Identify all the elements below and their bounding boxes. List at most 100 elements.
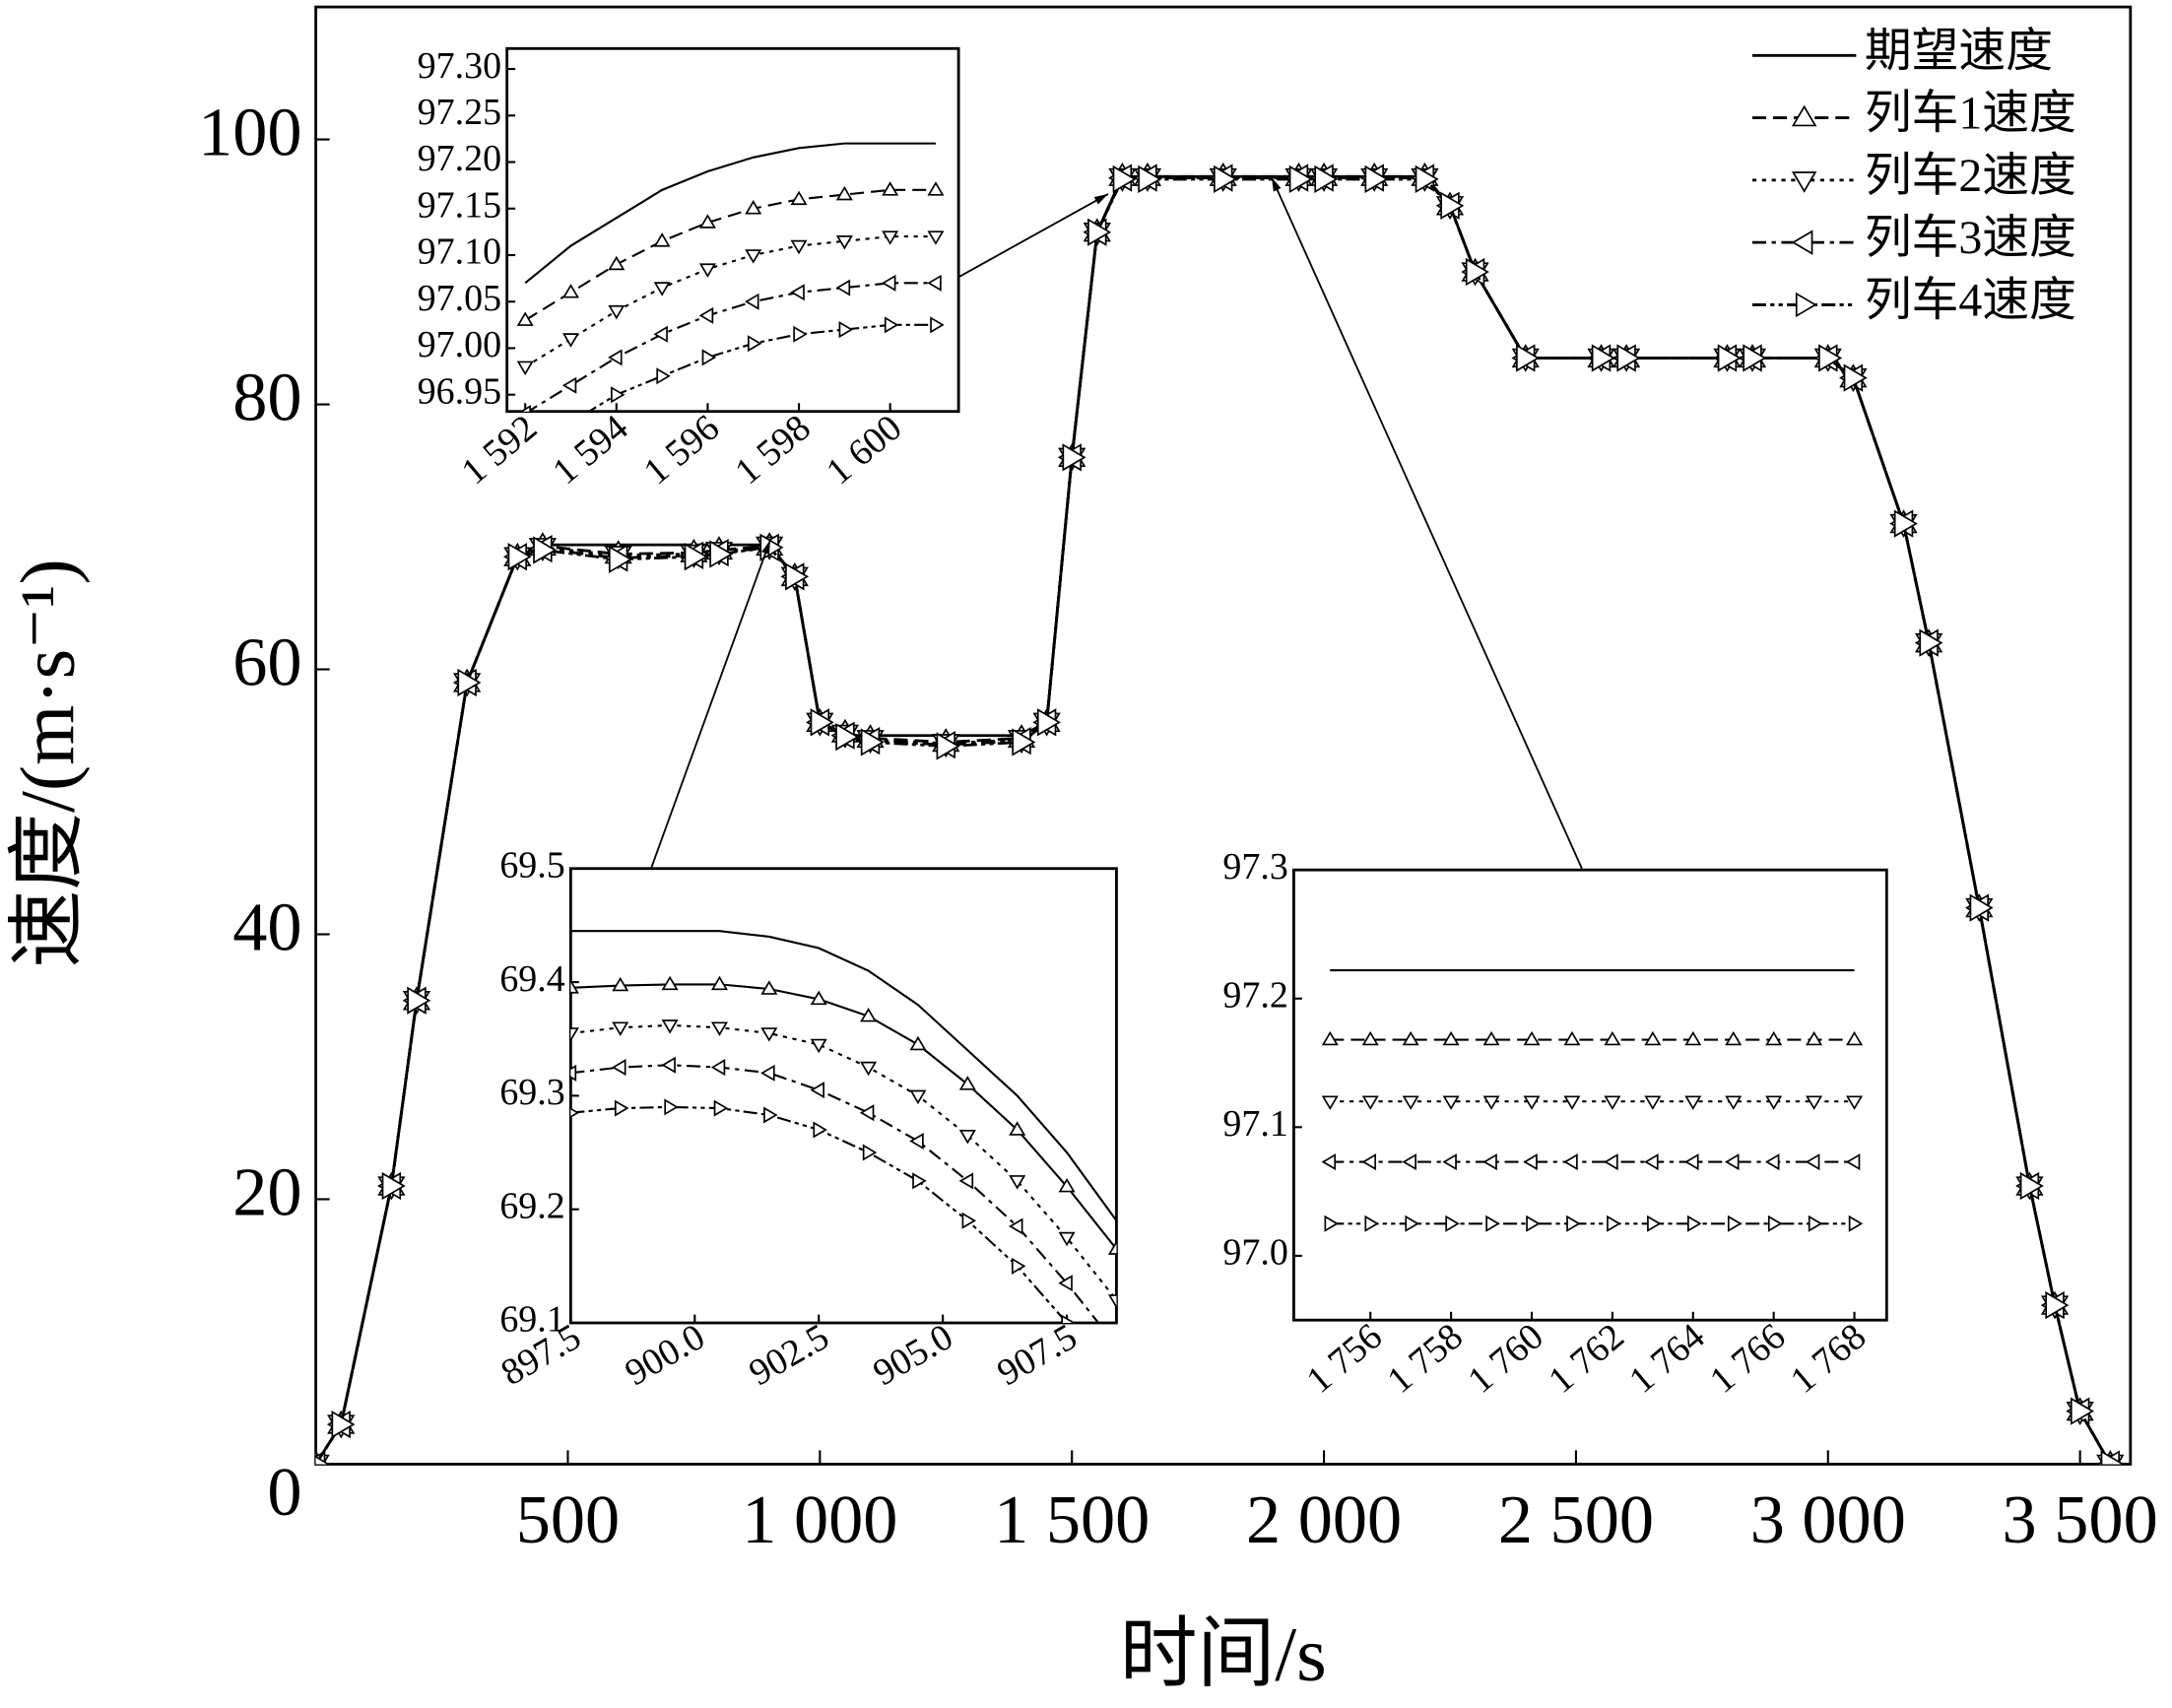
marker — [1009, 1121, 1026, 1136]
marker — [763, 1106, 778, 1124]
series-line — [526, 282, 936, 412]
marker — [1764, 1153, 1780, 1171]
marker — [710, 1059, 726, 1077]
marker — [1523, 1153, 1538, 1171]
marker — [1644, 1030, 1662, 1046]
marker — [1604, 1030, 1621, 1046]
marker — [653, 232, 671, 247]
zoom-connector — [650, 540, 771, 870]
marker — [661, 1019, 679, 1034]
marker — [1011, 1257, 1026, 1275]
plot-area — [516, 142, 945, 412]
legend-label: 期望速度 — [1865, 25, 2053, 77]
plot-area — [315, 162, 2125, 1465]
marker — [1482, 1095, 1500, 1110]
marker — [1687, 1215, 1702, 1232]
series-line — [524, 188, 936, 322]
marker — [1893, 509, 1918, 538]
marker — [608, 545, 632, 574]
legend-label: 列车1速度 — [1865, 88, 2076, 140]
marker — [745, 200, 762, 215]
marker — [1361, 1030, 1379, 1046]
marker — [930, 316, 945, 334]
marker — [533, 536, 558, 564]
x-tick-label: 500 — [516, 1481, 620, 1558]
marker — [710, 975, 728, 991]
marker — [882, 230, 899, 245]
marker — [1361, 1095, 1379, 1110]
marker — [1919, 628, 1943, 657]
marker — [1107, 1240, 1117, 1255]
marker — [611, 386, 625, 404]
y-tick-label: 0 — [267, 1454, 301, 1531]
marker — [1725, 1153, 1740, 1171]
marker — [381, 1171, 406, 1201]
marker — [958, 1172, 974, 1190]
marker — [1138, 164, 1162, 194]
marker — [1725, 1030, 1743, 1046]
x-tick-label: 3 500 — [2003, 1481, 2158, 1558]
marker — [1808, 1215, 1823, 1232]
marker — [1445, 1215, 1460, 1232]
marker — [562, 284, 580, 298]
marker — [1848, 1215, 1864, 1232]
marker — [1767, 1215, 1783, 1232]
marker — [838, 321, 854, 339]
marker — [1818, 344, 1843, 372]
marker — [835, 235, 853, 250]
marker — [661, 975, 679, 991]
marker — [1684, 1153, 1699, 1171]
marker — [570, 1064, 577, 1082]
y-tick-label: 69.4 — [499, 958, 564, 1000]
inset-frame — [568, 867, 1118, 1325]
marker — [1526, 1215, 1541, 1232]
marker — [2019, 1171, 2044, 1201]
legend-label: 列车3速度 — [1865, 212, 2076, 264]
series-line — [570, 930, 1117, 1221]
marker — [810, 708, 834, 737]
marker — [927, 274, 942, 292]
marker — [927, 230, 945, 245]
legend-marker — [1791, 171, 1817, 193]
marker — [1440, 191, 1465, 220]
y-tick-label: 97.20 — [418, 138, 501, 179]
legend-marker — [1791, 104, 1817, 127]
marker — [961, 1212, 977, 1229]
marker — [653, 282, 671, 296]
marker — [859, 1104, 875, 1122]
series-line — [570, 983, 1117, 1250]
marker — [1012, 728, 1036, 756]
marker — [1314, 164, 1339, 194]
marker — [1061, 1314, 1076, 1324]
marker — [1591, 344, 1615, 372]
marker — [1604, 1153, 1618, 1171]
marker — [912, 1172, 927, 1190]
marker — [1058, 1275, 1073, 1292]
inset-frame — [1292, 868, 1888, 1322]
marker — [698, 306, 714, 324]
marker — [1058, 1231, 1076, 1247]
series-line — [570, 1064, 1100, 1324]
marker — [516, 311, 534, 326]
marker — [1415, 164, 1439, 194]
marker — [1112, 164, 1137, 194]
marker — [790, 239, 808, 255]
marker — [608, 255, 625, 271]
marker — [760, 1064, 775, 1082]
marker — [614, 1099, 629, 1117]
marker — [1566, 1215, 1581, 1232]
marker — [1806, 1030, 1823, 1046]
marker — [1743, 344, 1767, 372]
marker — [813, 1121, 827, 1139]
marker — [457, 668, 482, 697]
marker — [1062, 443, 1086, 472]
marker — [1684, 1095, 1702, 1110]
marker — [1644, 1095, 1662, 1110]
marker — [1087, 218, 1112, 246]
marker — [1616, 344, 1641, 372]
marker — [1725, 1095, 1743, 1110]
plot-area — [1321, 968, 1864, 1232]
y-tick-label: 40 — [232, 889, 301, 966]
zoom-connector — [957, 193, 1109, 279]
